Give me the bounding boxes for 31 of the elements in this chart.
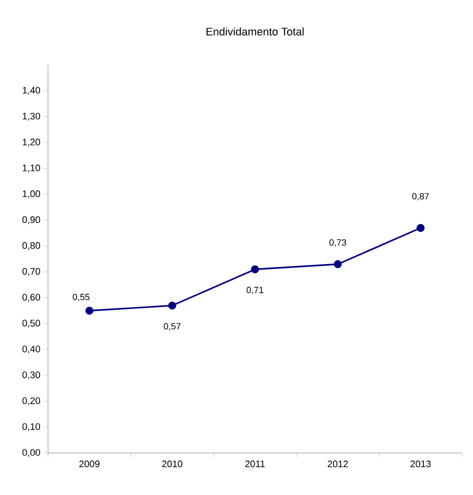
point	[251, 265, 259, 274]
y-tick-label: 0,00	[22, 449, 40, 457]
y-tick-label: 0,70	[22, 268, 40, 276]
data-label: 0,71	[246, 286, 264, 294]
y-tick-label: 0,20	[22, 397, 40, 406]
y-tick-label: 1,20	[22, 138, 40, 147]
chart-title: Endividamento Total	[206, 27, 304, 36]
y-tick-label: 0,30	[22, 371, 40, 380]
y-tick-label: 1,40	[22, 86, 40, 95]
data-label: 0,87	[412, 193, 429, 201]
y-tick-label: 1,00	[22, 190, 40, 198]
data-label: 0,73	[329, 239, 346, 247]
x-tick-label: 2013	[410, 460, 431, 468]
x-tick-label: 2009	[79, 460, 100, 468]
x-tick-label: 2012	[328, 460, 348, 468]
x-tick-label: 2011	[245, 460, 265, 468]
y-tick-label: 0,90	[22, 216, 40, 224]
point	[85, 306, 94, 315]
y-tick-label: 0,50	[22, 320, 40, 328]
point	[416, 224, 425, 232]
y-tick-label: 0,10	[22, 423, 40, 432]
y-tick-label: 1,30	[22, 112, 40, 121]
y-tick-label: 1,10	[22, 164, 40, 172]
point	[334, 260, 342, 268]
data-label: 0,57	[164, 323, 180, 330]
y-tick-label: 0,80	[22, 242, 40, 250]
data-label: 0,55	[72, 294, 90, 302]
x-tick-label: 2010	[162, 460, 182, 468]
y-tick-label: 0,40	[22, 346, 40, 354]
point	[168, 302, 176, 310]
y-tick-label: 0,60	[22, 294, 40, 302]
